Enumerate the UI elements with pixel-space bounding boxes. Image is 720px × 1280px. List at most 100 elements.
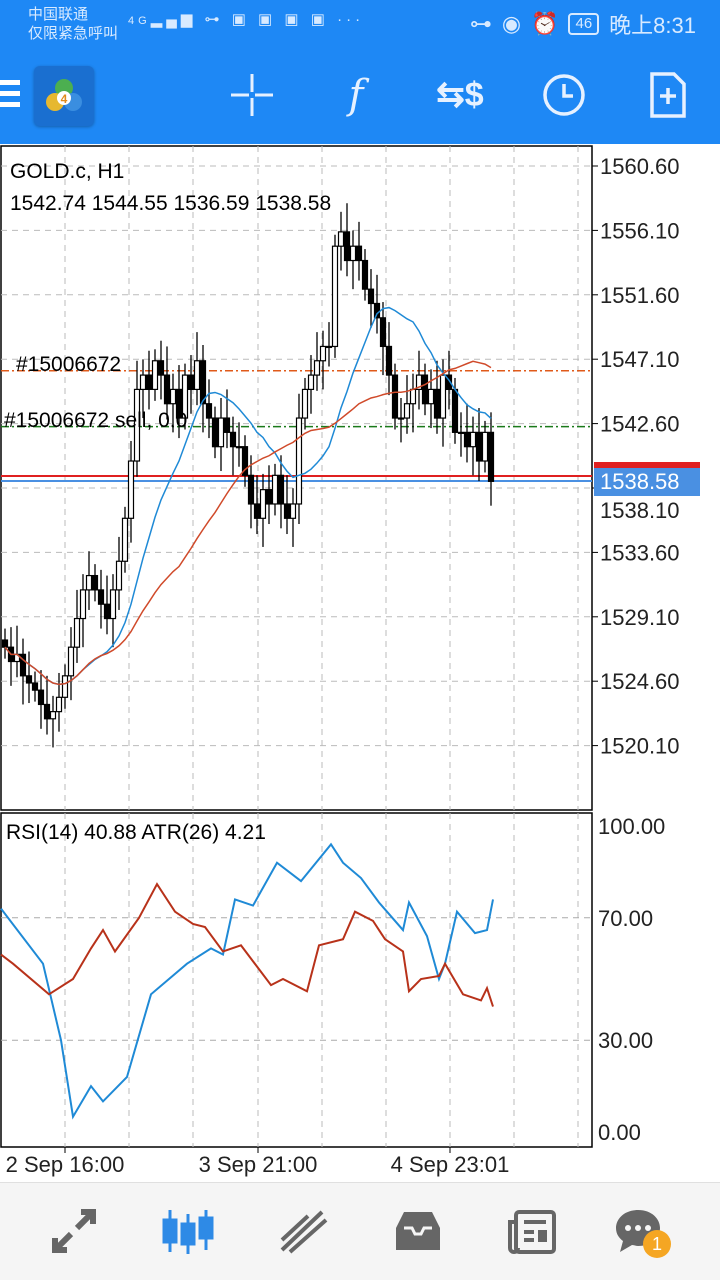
- status-bar: 中国联通 仅限紧急呼叫 4G▂▄▆ ⊶ ▣ ▣ ▣ ▣ ··· ⊶ ◉ ⏰ 46 晚上8:…: [0, 0, 720, 46]
- candle-up: [403, 403, 411, 419]
- message-badge: 1: [643, 1230, 671, 1258]
- new-order-icon[interactable]: [643, 70, 693, 120]
- quotes-icon[interactable]: [44, 1203, 104, 1259]
- candle-up: [55, 696, 63, 713]
- candle-down: [487, 431, 495, 482]
- toolbar: 4 f ⇆$: [0, 46, 720, 144]
- candle-up: [49, 711, 57, 720]
- candle-up: [79, 589, 87, 620]
- price-tick-label: 1520.10: [600, 734, 680, 759]
- candle-down: [253, 503, 261, 519]
- indicator-tick-label: 30.00: [598, 1028, 653, 1053]
- candle-up: [481, 431, 489, 462]
- candle-down: [475, 431, 483, 462]
- trade-icon[interactable]: ⇆$: [436, 76, 484, 114]
- moving-average-slow: [4, 360, 492, 686]
- candle-down: [199, 360, 207, 405]
- price-tick-label: 1538.10: [600, 498, 680, 523]
- indicator-tick-label: 0.00: [598, 1120, 641, 1145]
- symbol-label: GOLD.c, H1: [10, 160, 125, 183]
- price-tick-label: 1560.60: [600, 154, 680, 179]
- main-chart-frame: [0, 145, 593, 811]
- candle-up: [337, 231, 345, 247]
- bottom-nav: [0, 1182, 720, 1280]
- candle-down: [91, 574, 99, 591]
- candle-down: [277, 474, 285, 505]
- candle-down: [463, 431, 471, 448]
- candle-down: [145, 374, 153, 391]
- history-icon[interactable]: [388, 1203, 448, 1259]
- candle-down: [37, 689, 45, 706]
- chart-icon[interactable]: [158, 1203, 218, 1259]
- candle-down: [187, 374, 195, 391]
- candle-down: [343, 231, 351, 262]
- svg-text:4: 4: [61, 92, 68, 106]
- eye-icon: ◉: [501, 11, 522, 36]
- candle-down: [175, 388, 183, 419]
- time-label: 3 Sep 21:00: [199, 1152, 318, 1177]
- candle-down: [223, 417, 231, 433]
- news-icon[interactable]: [502, 1203, 562, 1259]
- candle-up: [331, 245, 339, 348]
- candle-up: [325, 345, 333, 349]
- candle-up: [259, 489, 267, 519]
- candle-down: [445, 374, 453, 391]
- candle-up: [409, 388, 417, 405]
- candle-up: [115, 560, 123, 591]
- candle-up: [181, 374, 189, 419]
- candle-down: [385, 345, 393, 376]
- candle-down: [283, 503, 291, 519]
- indicator-label: RSI(14) 40.88 ATR(26) 4.21: [6, 821, 266, 844]
- candle-up: [67, 646, 75, 677]
- candle-down: [103, 603, 111, 620]
- chart-area[interactable]: 1560.60 1556.10 1551.60 1547.10 1542.60 1538.…: [0, 144, 720, 1182]
- crosshair-icon[interactable]: [227, 70, 277, 120]
- candle-up: [151, 360, 159, 391]
- candle-down: [391, 374, 399, 419]
- candle-down: [163, 374, 171, 405]
- candle-down: [241, 446, 249, 476]
- candle-up: [121, 517, 129, 562]
- candle-up: [193, 360, 201, 391]
- candle-up: [439, 374, 447, 419]
- candle-up: [217, 417, 225, 448]
- ask-price-tag: [594, 462, 700, 470]
- candle-down: [1, 639, 9, 648]
- carrier-name: 中国联通: [28, 6, 89, 23]
- candle-down: [247, 474, 255, 505]
- candle-up: [469, 431, 477, 448]
- candle-up: [457, 431, 465, 434]
- time-label: 4 Sep 23:01: [391, 1152, 510, 1177]
- candle-up: [397, 417, 405, 420]
- candle-up: [109, 589, 117, 620]
- trade-icon[interactable]: [274, 1203, 334, 1259]
- candle-down: [43, 703, 51, 720]
- indicators-icon[interactable]: f: [348, 72, 364, 118]
- time-label: 2 Sep 16:00: [6, 1152, 125, 1177]
- signal-icon: 4G: [128, 15, 151, 27]
- candle-down: [421, 374, 429, 405]
- candle-down: [229, 431, 237, 448]
- candle-up: [139, 374, 147, 391]
- timeframe-icon[interactable]: [539, 70, 589, 120]
- candle-down: [265, 489, 273, 505]
- candle-up: [313, 360, 321, 376]
- candle-up: [61, 675, 69, 698]
- ohlc-label: 1542.74 1544.55 1536.59 1538.58: [10, 192, 332, 215]
- price-tick-label: 1547.10: [600, 347, 680, 372]
- candle-up: [427, 388, 435, 405]
- candle-down: [19, 653, 27, 677]
- menu-icon[interactable]: [0, 80, 20, 113]
- indicator-frame: [0, 812, 593, 1148]
- candle-down: [379, 317, 387, 348]
- clock: 晚上8:31: [609, 13, 696, 38]
- price-tick-label: 1524.60: [600, 669, 680, 694]
- mt4-logo[interactable]: 4: [34, 66, 94, 126]
- candle-down: [367, 288, 375, 305]
- candle-up: [415, 374, 423, 391]
- price-chart[interactable]: 1560.60 1556.10 1551.60 1547.10 1542.60 1538.…: [0, 144, 720, 1182]
- candle-up: [235, 446, 243, 449]
- order-label: #15006672: [16, 353, 122, 376]
- candle-down: [355, 245, 363, 262]
- indicator-tick-label: 100.00: [598, 814, 665, 839]
